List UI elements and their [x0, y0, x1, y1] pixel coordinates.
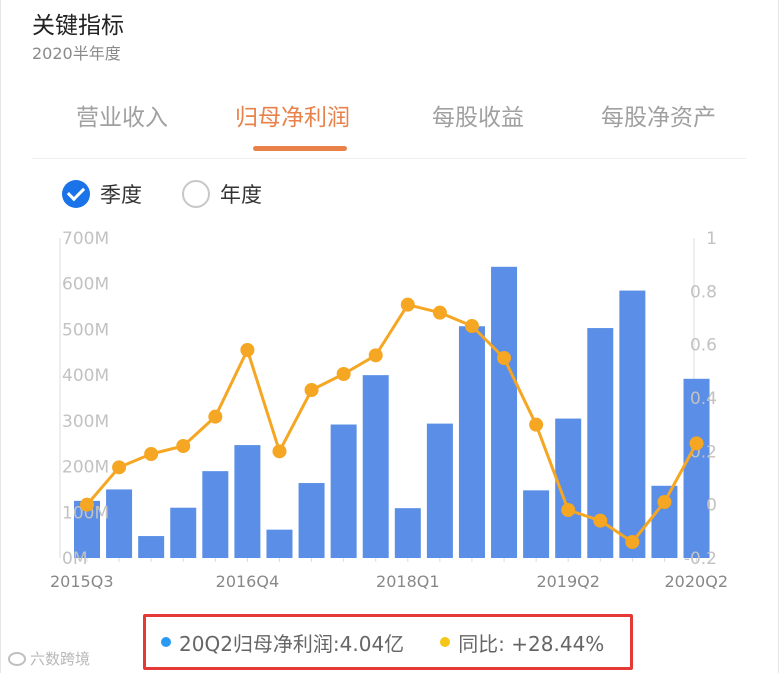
- bar-2017Q1: [266, 529, 293, 558]
- metric-tabs: 营业收入 归母净利润 每股收益 每股净资产: [32, 98, 746, 159]
- yoy-point-2018Q2: [432, 305, 447, 320]
- left-tick-label: 600M: [62, 275, 109, 295]
- yoy-point-2016Q1: [144, 447, 159, 461]
- yoy-point-2016Q4: [240, 343, 255, 357]
- period-annual[interactable]: 年度: [182, 178, 262, 210]
- left-tick-label: 700M: [62, 229, 109, 249]
- yoy-point-2017Q1: [272, 444, 287, 459]
- legend-profit-dot: [161, 637, 171, 647]
- left-tick-label: 300M: [62, 412, 109, 432]
- yoy-point-2019Q1: [529, 417, 544, 432]
- legend-yoy-text: 同比: +28.44%: [458, 631, 605, 656]
- bar-2016Q1: [138, 536, 165, 558]
- x-tick-label: 2015Q3: [50, 572, 114, 591]
- x-tick-label: 2020Q2: [665, 572, 729, 591]
- right-tick-label: 0.6: [690, 336, 717, 356]
- right-tick-label: 1: [706, 229, 717, 249]
- watermark-logo-icon: [8, 651, 26, 666]
- left-tick-label: 100M: [62, 503, 109, 523]
- watermark: 六数跨境: [8, 648, 90, 669]
- active-tab-indicator: [253, 146, 347, 151]
- yoy-point-2017Q2: [304, 383, 319, 397]
- yoy-point-2019Q4: [625, 535, 640, 549]
- right-tick-label: 0.8: [690, 282, 717, 302]
- yoy-point-2018Q3: [464, 319, 479, 333]
- bar-2019Q1: [523, 490, 550, 558]
- watermark-text: 六数跨境: [30, 650, 91, 668]
- bar-2018Q4: [491, 266, 518, 558]
- bar-2018Q2: [426, 423, 453, 558]
- legend-yoy-dot: [440, 637, 451, 647]
- bar-2016Q4: [234, 445, 261, 558]
- tab-net-profit[interactable]: 归母净利润: [235, 105, 350, 131]
- yoy-point-2019Q3: [593, 513, 608, 528]
- yoy-point-2018Q1: [400, 297, 415, 312]
- yoy-point-2016Q3: [208, 409, 223, 424]
- bar-2016Q3: [202, 471, 229, 558]
- left-tick-label: 200M: [62, 458, 109, 478]
- period-quarterly-label: 季度: [100, 183, 142, 207]
- legend-profit: 20Q2归母净利润:4.04亿: [161, 628, 404, 657]
- left-tick-label: 500M: [62, 320, 109, 340]
- bar-2016Q2: [170, 507, 197, 558]
- yoy-point-2017Q3: [336, 367, 351, 381]
- yoy-point-2016Q2: [176, 439, 191, 453]
- yoy-point-2019Q2: [561, 503, 576, 517]
- yoy-point-2020Q1: [657, 495, 672, 509]
- legend-highlight-box: 20Q2归母净利润:4.04亿 同比: +28.44%: [143, 614, 633, 670]
- right-tick-label: 0: [706, 496, 717, 516]
- checkmark-icon: [62, 180, 90, 208]
- right-tick-label: -0.2: [684, 549, 717, 569]
- tab-eps[interactable]: 每股收益: [432, 105, 524, 131]
- legend-yoy: 同比: +28.44%: [440, 628, 604, 657]
- frame-left-border: [0, 0, 1, 673]
- yoy-point-2020Q2: [689, 436, 704, 451]
- bar-2018Q1: [394, 508, 421, 558]
- legend-profit-text: 20Q2归母净利润:4.04亿: [179, 631, 405, 656]
- bar-2017Q2: [298, 483, 325, 558]
- section-subtitle: 2020半年度: [32, 44, 121, 63]
- bar-2020Q2: [683, 378, 710, 558]
- period-annual-label: 年度: [220, 183, 262, 207]
- radio-unchecked-icon: [182, 180, 210, 208]
- yoy-point-2017Q4: [368, 348, 383, 363]
- tab-revenue[interactable]: 营业收入: [76, 105, 168, 131]
- left-tick-label: 400M: [62, 366, 109, 386]
- right-tick-label: 0.4: [690, 389, 717, 409]
- x-tick-label: 2019Q2: [536, 572, 600, 591]
- yoy-point-2015Q4: [112, 460, 127, 475]
- bar-2018Q3: [458, 326, 485, 558]
- section-title: 关键指标: [32, 13, 124, 39]
- bar-2015Q4: [106, 489, 133, 558]
- bar-2017Q4: [362, 375, 389, 558]
- left-tick-label: 0M: [62, 549, 87, 569]
- x-tick-label: 2018Q1: [376, 572, 440, 591]
- tab-bvps[interactable]: 每股净资产: [601, 105, 716, 131]
- period-quarterly[interactable]: 季度: [62, 178, 142, 210]
- yoy-point-2018Q4: [497, 351, 512, 365]
- yoy-point-2015Q3: [80, 497, 94, 512]
- bar-2019Q4: [619, 290, 646, 558]
- bar-2017Q3: [330, 424, 357, 558]
- x-tick-label: 2016Q4: [216, 572, 280, 591]
